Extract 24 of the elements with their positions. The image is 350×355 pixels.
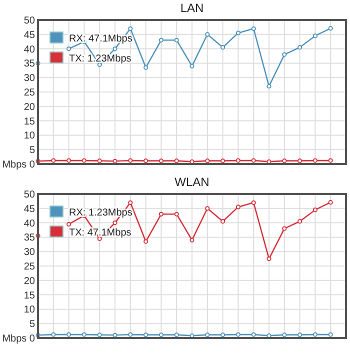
y-tick-label: 20 [24,102,36,113]
y-tick-label: 10 [24,304,36,316]
y-tick-label: 45 [24,30,36,41]
y-tick-label: 45 [24,204,36,215]
y-tick-label: 35 [24,232,36,244]
y-tick-label: 30 [24,247,36,258]
y-tick-label: 35 [24,58,36,70]
y-tick-label: 15 [24,116,36,128]
y-tick-label: Mbps 0 [2,160,36,170]
y-tick-label: 50 [24,190,36,200]
y-tick-label: 40 [24,218,36,230]
y-tick-label: 25 [24,262,36,272]
y-tick-label: 5 [29,319,36,330]
y-tick-label: Mbps 0 [2,334,36,344]
chart-title: LAN [180,1,204,15]
y-tick-label: 50 [24,16,36,26]
y-tick-label: 5 [29,145,36,156]
y-tick-label: 20 [24,276,36,287]
y-tick-label: 30 [24,73,36,84]
y-tick-label: 15 [24,290,36,302]
y-tick-label: 40 [24,44,36,56]
chart-title: WLAN [174,175,210,189]
y-tick-label: 10 [24,130,36,142]
y-tick-label: 25 [24,88,36,98]
